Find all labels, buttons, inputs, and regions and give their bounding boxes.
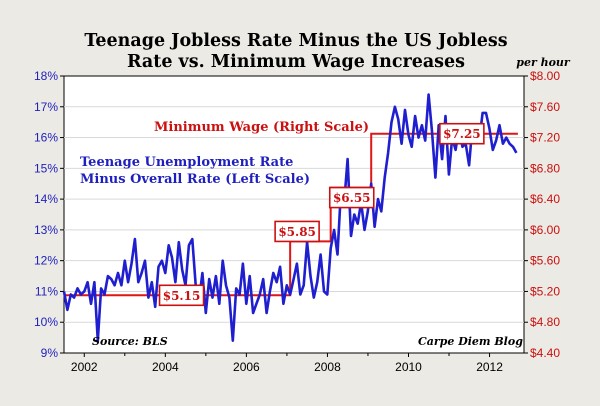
left-tick-label-5: 14% bbox=[34, 192, 58, 206]
wage-box-label-1: $5.85 bbox=[278, 225, 316, 239]
right-tick-label-4: $6.00 bbox=[530, 223, 560, 237]
wage-box-label-3: $7.25 bbox=[443, 127, 481, 141]
left-tick-label-3: 12% bbox=[34, 254, 58, 268]
right-tick-label-3: $5.60 bbox=[530, 254, 560, 268]
wage-box-0 bbox=[158, 284, 205, 307]
right-tick-label-9: $8.00 bbox=[530, 69, 560, 83]
chart-title-line-2: Rate vs. Minimum Wage Increases bbox=[127, 52, 465, 72]
left-tick-label-9: 18% bbox=[34, 69, 58, 83]
x-tick-label-4: 2010 bbox=[395, 360, 422, 374]
left-tick-label-7: 16% bbox=[34, 131, 58, 145]
right-tick-label-6: $6.80 bbox=[530, 161, 560, 175]
minimum-wage-line bbox=[64, 132, 518, 297]
right-tick-label-7: $7.20 bbox=[530, 131, 560, 145]
left-tick-label-6: 15% bbox=[34, 161, 58, 175]
left-tick-label-0: 9% bbox=[41, 346, 59, 360]
chart-title-line-1: Teenage Jobless Rate Minus the US Jobles… bbox=[84, 31, 507, 51]
x-tick-label-3: 2008 bbox=[314, 360, 341, 374]
teen-label-line-2: Minus Overall Rate (Left Scale) bbox=[80, 172, 310, 187]
teen-jobless-rate-line bbox=[62, 93, 518, 343]
source-note: Source: BLS bbox=[92, 335, 168, 348]
x-tick-label-2: 2006 bbox=[233, 360, 260, 374]
x-tick-label-5: 2012 bbox=[476, 360, 503, 374]
left-tick-label-4: 13% bbox=[34, 223, 58, 237]
right-tick-label-0: $4.40 bbox=[530, 346, 560, 360]
left-tick-label-8: 17% bbox=[34, 100, 58, 114]
plot-area bbox=[63, 75, 525, 354]
wage-box-1 bbox=[274, 220, 320, 243]
right-tick-label-1: $4.80 bbox=[530, 315, 560, 329]
wage-box-label-0: $5.15 bbox=[163, 289, 201, 303]
credit-note: Carpe Diem Blog bbox=[418, 335, 523, 348]
right-tick-label-5: $6.40 bbox=[530, 192, 560, 206]
wage-box-3 bbox=[439, 122, 485, 145]
right-tick-label-8: $7.60 bbox=[530, 100, 560, 114]
right-axis-unit: per hour bbox=[516, 56, 571, 69]
right-tick-label-2: $5.20 bbox=[530, 284, 560, 298]
left-tick-label-1: 10% bbox=[34, 315, 58, 329]
teen-label-line-1: Teenage Unemployment Rate bbox=[80, 155, 293, 170]
wage-box-label-2: $6.55 bbox=[333, 191, 371, 205]
x-tick-label-0: 2002 bbox=[71, 360, 98, 374]
wage-box-2 bbox=[328, 186, 375, 209]
minimum-wage-label: Minimum Wage (Right Scale) bbox=[154, 120, 369, 135]
x-tick-label-1: 2004 bbox=[152, 360, 179, 374]
left-tick-label-2: 11% bbox=[35, 284, 58, 298]
